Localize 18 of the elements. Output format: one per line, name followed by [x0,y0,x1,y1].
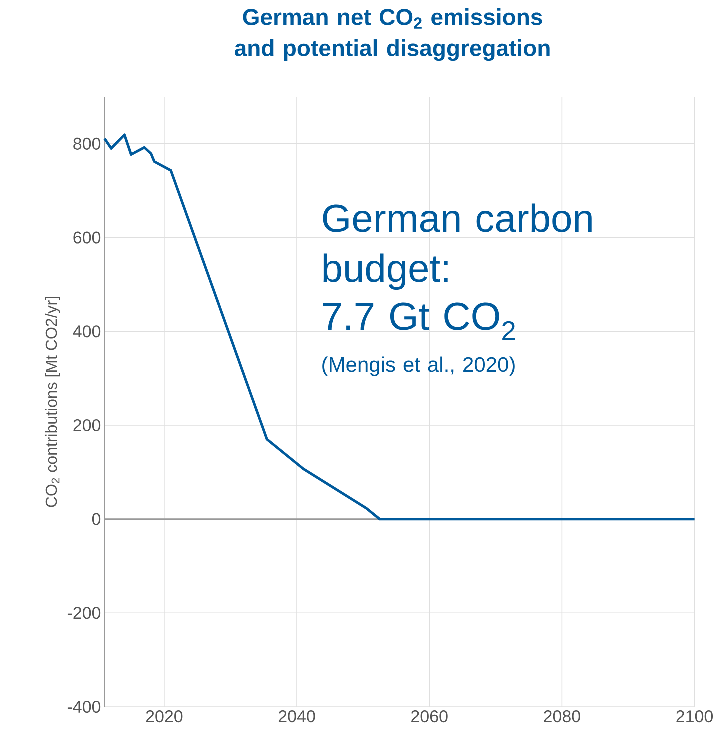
y-tick-label: 0 [92,513,101,526]
x-tick-label: 2060 [412,710,448,723]
x-tick-label: 2100 [676,710,714,723]
annotation: (Mengis et al., 2020) [322,356,515,376]
y-tick-label: -200 [68,607,101,620]
annotation: 7.7 Gt CO$_{2}$ [323,302,516,340]
y-tick-label: 800 [74,138,101,150]
y-tick-label: -400 [68,700,101,714]
x-tick-label: 2020 [146,710,183,723]
y-tick-label: 400 [73,326,101,338]
y-tick-label: 600 [74,232,101,244]
x-tick-label: 2080 [544,710,581,723]
chart-title: German net CO$_{2}$ emissions and potential disaggregation [235,8,550,62]
line-series [104,134,696,521]
annotation: German carbon budget: [323,204,592,290]
y-axis-title: CO$_{2}$ contributions [Mt CO2/yr] [46,297,60,508]
y-tick-label: 200 [74,419,101,432]
x-tick-label: 2040 [279,710,316,723]
